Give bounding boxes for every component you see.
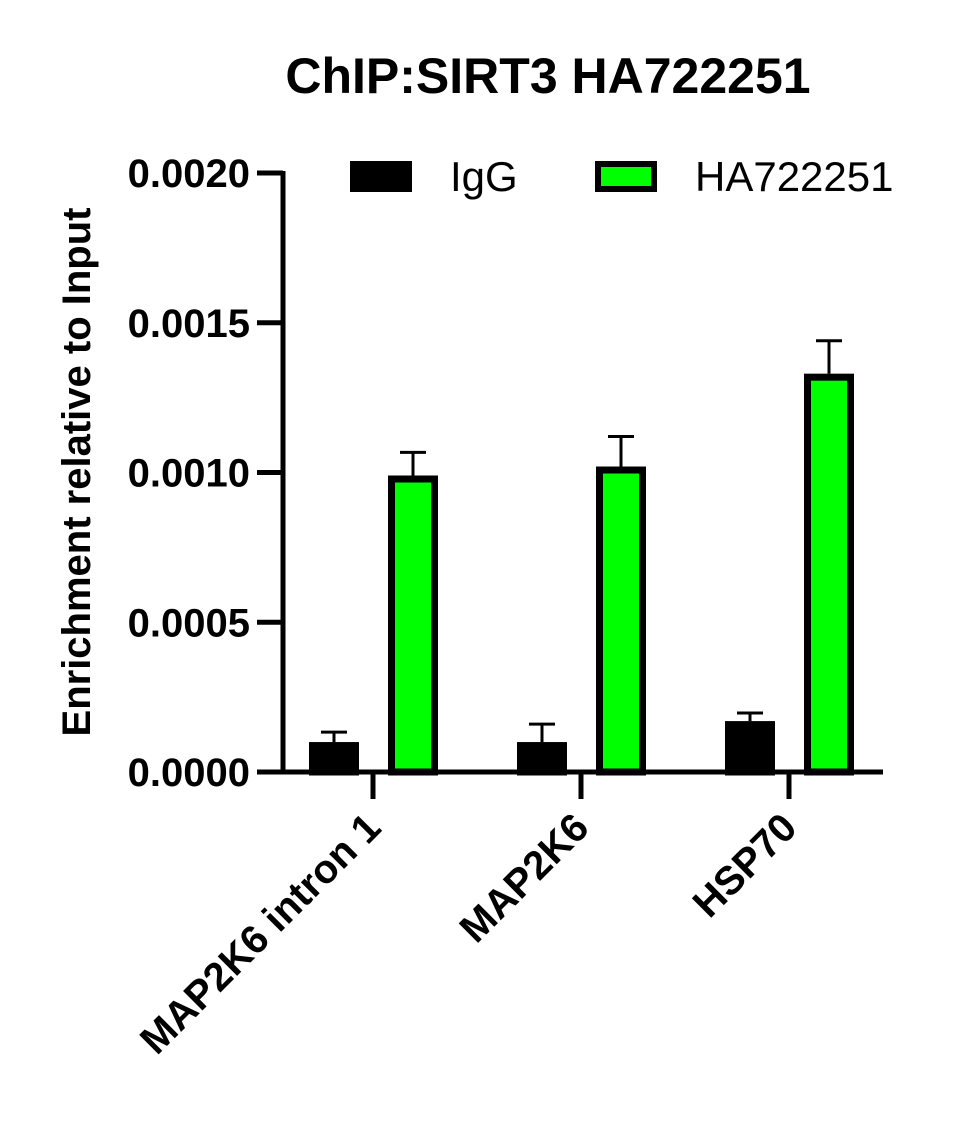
y-tick-label: 0.0010 <box>128 452 250 496</box>
bar <box>596 466 646 776</box>
bar <box>517 742 567 776</box>
legend-swatch <box>350 161 412 192</box>
legend-label: HA722251 <box>695 153 894 200</box>
chart-title: ChIP:SIRT3 HA722251 <box>285 48 810 104</box>
y-tick-label: 0.0015 <box>128 302 250 346</box>
bar <box>804 373 854 776</box>
x-tick-label: MAP2K6 <box>452 805 598 951</box>
bar <box>388 475 438 776</box>
x-tick-label: HSP70 <box>685 805 806 926</box>
legend-swatch <box>595 161 657 192</box>
bar <box>725 721 775 776</box>
y-tick-label: 0.0005 <box>128 601 250 645</box>
bar <box>309 742 359 776</box>
y-axis-label: Enrichment relative to Input <box>55 208 99 737</box>
legend-label: IgG <box>450 153 518 200</box>
y-tick-label: 0.0020 <box>128 152 250 196</box>
y-tick-label: 0.0000 <box>128 751 250 795</box>
x-tick-label: MAP2K6 intron 1 <box>132 805 389 1062</box>
